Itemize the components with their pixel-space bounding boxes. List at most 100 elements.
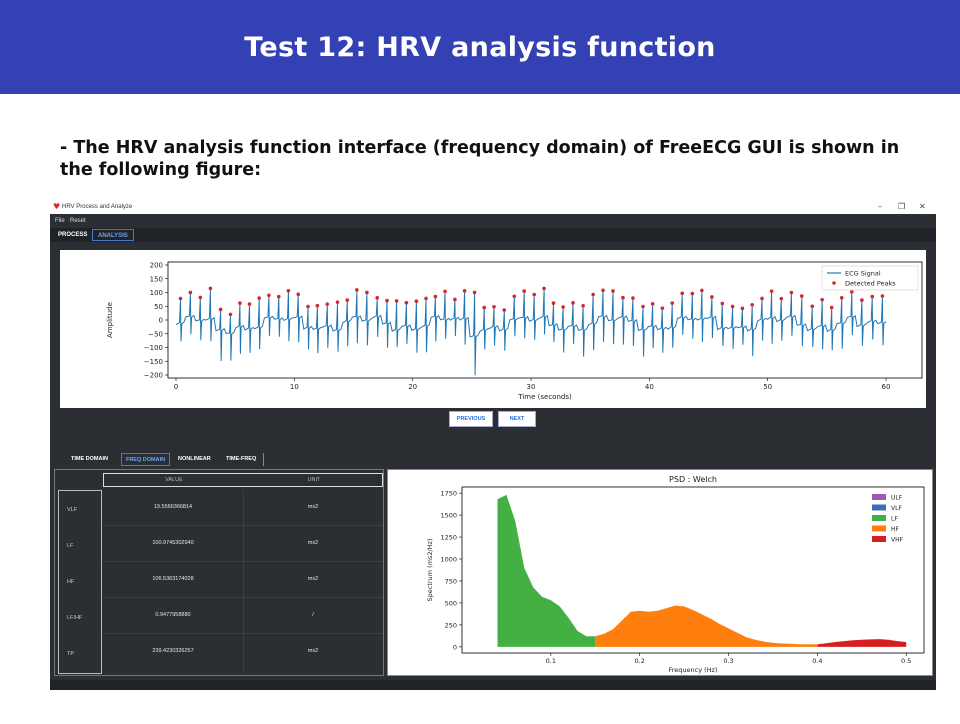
next-button[interactable]: NEXT xyxy=(498,411,536,427)
ecg-xtick-label: 0 xyxy=(174,383,178,391)
detected-peak-point xyxy=(424,296,428,301)
menu-reset[interactable]: Reset xyxy=(70,218,86,224)
ecg-ytick-label: 150 xyxy=(150,275,163,283)
psd-legend-label: HF xyxy=(891,526,900,533)
detected-peak-point xyxy=(611,289,615,293)
tab-nonlinear[interactable]: NONLINEAR xyxy=(178,456,211,462)
ecg-signal-line xyxy=(175,289,887,376)
detected-peak-point xyxy=(880,294,885,298)
table-divider xyxy=(243,490,244,674)
ecg-xtick-label: 40 xyxy=(645,383,654,391)
detected-peak-point xyxy=(870,294,875,299)
tab-freq-domain[interactable]: FREQ DOMAIN xyxy=(121,453,171,466)
psd-area-hf xyxy=(595,605,818,647)
detected-peak-point xyxy=(296,292,301,297)
table-header: VALUE UNIT xyxy=(103,473,383,487)
ecg-ylabel: Amplitude xyxy=(106,302,114,338)
detected-peak-point xyxy=(700,288,704,293)
psd-ytick-label: 1500 xyxy=(440,512,457,520)
ecg-ytick-label: 200 xyxy=(150,262,163,270)
ecg-plot: 200 150 100 50 0 −50 −100 −150 −200 0 10 20 30 40 50 60… xyxy=(106,262,923,401)
lf-value: 100.9745302940 xyxy=(152,540,194,546)
detected-peak-point xyxy=(414,299,419,304)
detected-peak-point xyxy=(375,295,380,300)
psd-legend-label: VHF xyxy=(891,537,904,544)
detected-peak-point xyxy=(286,289,291,293)
restore-icon[interactable]: ❐ xyxy=(898,202,906,211)
psd-legend-swatch-lf xyxy=(872,515,886,521)
psd-legend-swatch-hf xyxy=(872,525,886,532)
detected-peak-point xyxy=(512,294,517,299)
detected-peak-point xyxy=(443,289,447,294)
menu-bar: File Reset xyxy=(50,214,936,228)
detected-peak-point xyxy=(355,288,359,292)
psd-xtick-label: 0.2 xyxy=(635,657,645,665)
ecg-xlabel: Time (seconds) xyxy=(517,393,572,401)
detected-peak-point xyxy=(404,300,409,305)
row-label-lf: LF xyxy=(67,543,74,549)
analysis-tabs: TIME DOMAIN FREQ DOMAIN NONLINEAR TIME-F… xyxy=(50,452,936,466)
tab-analysis[interactable]: ANALYSIS xyxy=(92,229,134,241)
lfhf-value: 0.9477958880 xyxy=(155,612,191,618)
ecg-ytick-label: 100 xyxy=(150,289,163,297)
previous-button[interactable]: PREVIOUS xyxy=(449,411,493,427)
minimize-icon[interactable]: – xyxy=(878,202,882,211)
psd-xlabel: Frequency (Hz) xyxy=(668,666,717,674)
psd-ytick-label: 1250 xyxy=(440,534,457,542)
ecg-ytick-label: 50 xyxy=(154,303,163,311)
close-icon[interactable]: ✕ xyxy=(919,202,926,211)
detected-peak-point xyxy=(462,289,467,293)
psd-legend-swatch-ulf xyxy=(872,494,886,500)
psd-ytick-label: 250 xyxy=(445,621,457,629)
psd-legend-label: ULF xyxy=(891,495,903,502)
ecg-ytick-label: −50 xyxy=(148,330,163,338)
row-labels: VLF LF HF LF/HF TP xyxy=(58,490,102,674)
detected-peak-point xyxy=(810,304,815,309)
psd-area-vhf xyxy=(817,639,907,647)
results-table: VALUE UNIT VLF LF HF LF/HF TP 19.5566366… xyxy=(54,469,384,676)
detected-peak-point xyxy=(839,295,844,300)
slide-title-banner: Test 12: HRV analysis function xyxy=(0,0,960,94)
window-titlebar: ♥ HRV Process and Analyze – ❐ ✕ xyxy=(50,200,936,214)
ecg-legend-label: Detected Peaks xyxy=(845,280,896,288)
detected-peak-point xyxy=(218,307,223,312)
detected-peak-point xyxy=(631,296,635,300)
detected-peak-point xyxy=(238,301,242,305)
ecg-ytick-label: −100 xyxy=(144,344,163,352)
ecg-legend-box xyxy=(821,265,919,291)
detected-peak-point xyxy=(325,302,330,306)
window-title: HRV Process and Analyze xyxy=(62,204,133,210)
ecg-xtick-label: 60 xyxy=(882,383,891,391)
psd-legend-label: LF xyxy=(891,516,898,523)
tab-process[interactable]: PROCESS xyxy=(58,232,88,238)
vlf-unit: ms2 xyxy=(307,504,319,510)
tab-time-domain[interactable]: TIME DOMAIN xyxy=(71,456,108,462)
detected-peak-point xyxy=(198,295,203,300)
detected-peak-point xyxy=(502,308,507,312)
detected-peak-point xyxy=(385,298,389,303)
tp-unit: ms2 xyxy=(307,648,319,654)
detected-peak-point xyxy=(591,292,595,297)
detected-peak-point xyxy=(208,286,213,291)
psd-legend-label: VLF xyxy=(891,505,902,512)
detected-peak-point xyxy=(670,301,675,305)
detected-peak-point xyxy=(433,294,438,299)
psd-ytick-label: 1000 xyxy=(440,556,457,564)
detected-peak-point xyxy=(769,289,774,293)
detected-peak-point xyxy=(740,306,745,311)
detected-peak-point xyxy=(453,297,457,302)
lfhf-unit: / xyxy=(312,612,314,618)
menu-file[interactable]: File xyxy=(55,218,65,224)
tab-time-freq[interactable]: TIME-FREQ xyxy=(226,456,257,462)
detected-peak-point xyxy=(581,303,585,308)
detected-peak-point xyxy=(621,295,625,300)
detected-peak-point xyxy=(680,291,685,296)
detected-peak-point xyxy=(860,298,864,302)
detected-peak-point xyxy=(257,296,261,300)
detected-peak-point xyxy=(779,296,784,301)
tp-value: 239.4230326257 xyxy=(152,648,194,654)
detected-peak-point xyxy=(482,305,487,310)
ecg-ytick-label: −150 xyxy=(144,358,163,366)
ecg-ytick-label: 0 xyxy=(159,317,163,325)
detected-peak-point xyxy=(760,296,764,301)
